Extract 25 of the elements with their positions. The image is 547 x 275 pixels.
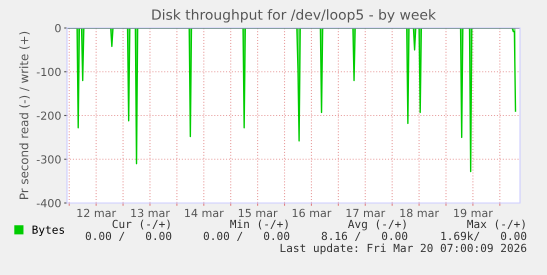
text: Cur (-/+) [112, 220, 170, 230]
y-axis-title: Pr second read (-) / write (+) [19, 32, 30, 199]
x-tick-label: 16 mar [292, 208, 332, 218]
legend-label: Bytes [32, 226, 64, 236]
x-tick-label: 15 mar [238, 208, 278, 218]
text: 8.16 / 0.00 [322, 232, 408, 242]
text: 1.69k/ 0.00 [441, 232, 526, 242]
chart-title: Disk throughput for /dev/loop5 - by week [152, 9, 436, 23]
x-tick-label: 14 mar [185, 208, 224, 218]
text: Min (-/+) [230, 220, 288, 230]
y-tick-label: -400 [36, 198, 61, 208]
x-tick-label: 12 mar [77, 208, 116, 218]
y-tick-label: -200 [36, 111, 61, 120]
text: Max (-/+) [467, 220, 525, 230]
x-tick-label: 19 mar [454, 208, 493, 218]
text: 0.00 / 0.00 [86, 232, 172, 242]
x-tick-label: 18 mar [400, 208, 440, 218]
x-tick-label: 17 mar [346, 208, 386, 218]
y-tick-label: -100 [36, 68, 61, 76]
text: Avg (-/+) [348, 220, 406, 230]
text: Last update: Fri Mar 20 07:00:09 2026 [280, 244, 526, 254]
x-tick-label: 13 mar [131, 208, 170, 218]
text: 0.00 / 0.00 [204, 232, 290, 242]
y-tick-label: -300 [36, 155, 61, 164]
y-tick-label: 0 [55, 24, 61, 32]
